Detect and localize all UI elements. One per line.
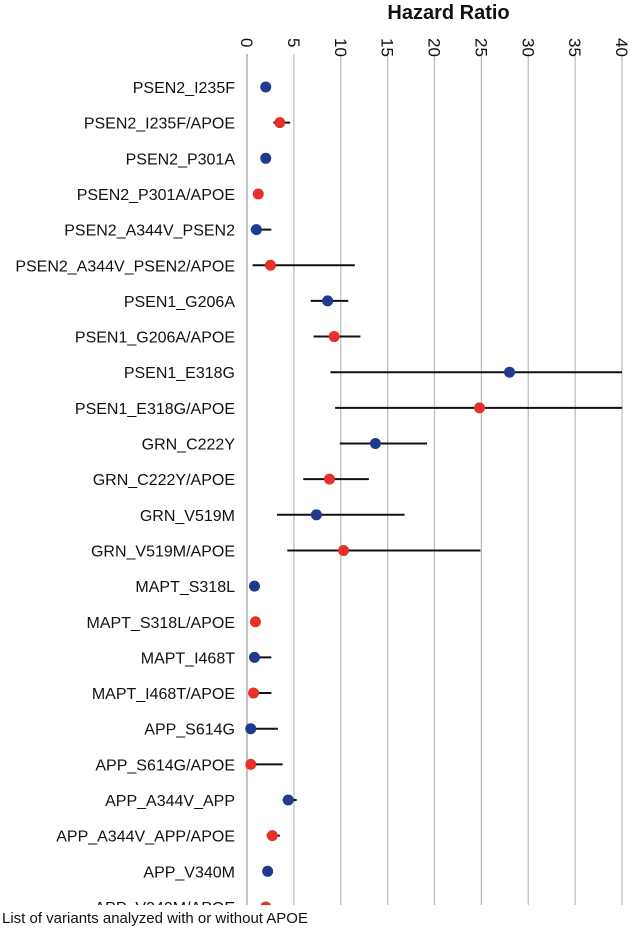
forest-plot: Hazard Ratio 0 5 10 15 20 25 30 35 40 PSEN2_I235… — [15, 2, 630, 905]
x-tick-label: 30 — [518, 38, 537, 57]
category-label: MAPT_I468T/APOE — [92, 686, 235, 703]
x-tick-label: 20 — [425, 38, 444, 57]
hr-point-with-apoe — [324, 473, 335, 485]
hr-point-with-apoe — [266, 830, 278, 842]
hazard-ratio-points — [245, 81, 515, 905]
category-label: APP_S614G — [144, 722, 235, 739]
hr-point-with-apoe — [338, 544, 350, 556]
x-tick-label: 5 — [284, 38, 303, 47]
x-tick-label: 35 — [565, 38, 584, 57]
category-label: GRN_V519M/APOE — [91, 543, 235, 560]
hr-point-without-apoe — [250, 224, 262, 236]
x-tick-label: 0 — [237, 38, 256, 47]
category-label: PSEN2_I235F/APOE — [84, 116, 235, 133]
category-label: APP_V340M — [143, 864, 235, 881]
category-label: MAPT_S318L — [135, 579, 235, 596]
category-label: PSEN1_G206A/APOE — [75, 330, 235, 347]
hr-point-without-apoe — [369, 438, 381, 449]
category-label: MAPT_S318L/APOE — [86, 615, 235, 632]
hr-point-without-apoe — [282, 794, 294, 806]
y-axis-category-labels: PSEN2_I235F PSEN2_I235F/APOE PSEN2_P301A PS… — [15, 80, 235, 905]
hr-point-with-apoe — [252, 188, 264, 200]
x-tick-label: 40 — [612, 38, 630, 57]
category-label: GRN_C222Y/APOE — [93, 472, 235, 489]
category-label: APP_S614G/APOE — [95, 757, 235, 774]
hr-point-without-apoe — [322, 295, 334, 307]
category-label: PSEN2_P301A/APOE — [77, 187, 235, 204]
category-label: PSEN2_I235F — [133, 80, 236, 97]
x-axis-title: Hazard Ratio — [387, 2, 509, 24]
category-label: PSEN1_G206A — [124, 294, 236, 311]
category-label: PSEN2_P301A — [126, 151, 236, 168]
x-axis-ticks: 0 5 10 15 20 25 30 35 40 — [237, 38, 630, 57]
hr-point-without-apoe — [245, 723, 257, 735]
category-label: APP_V340M/APOE — [94, 900, 235, 905]
hr-point-without-apoe — [249, 580, 260, 592]
category-label: MAPT_I468T — [141, 650, 235, 667]
hr-point-with-apoe — [245, 758, 257, 770]
category-label: PSEN2_A344V_PSEN2/APOE — [15, 258, 235, 275]
category-label: PSEN1_E318G/APOE — [75, 401, 235, 418]
hr-point-with-apoe — [474, 402, 485, 414]
hr-point-without-apoe — [260, 81, 272, 93]
hr-point-without-apoe — [262, 865, 274, 877]
hr-point-without-apoe — [310, 509, 322, 521]
gridlines — [246, 54, 623, 905]
x-tick-label: 25 — [471, 38, 490, 57]
hr-point-with-apoe — [328, 331, 340, 343]
hr-point-with-apoe — [260, 901, 271, 905]
hr-point-with-apoe — [264, 259, 276, 271]
category-label: APP_A344V_APP/APOE — [56, 829, 235, 846]
hr-point-with-apoe — [274, 117, 286, 129]
hr-point-without-apoe — [504, 366, 515, 378]
category-label: PSEN1_E318G — [124, 365, 235, 382]
hr-point-without-apoe — [260, 152, 272, 164]
category-label: APP_A344V_APP — [105, 793, 235, 810]
x-tick-label: 10 — [331, 38, 350, 57]
hr-point-with-apoe — [248, 687, 260, 699]
footnote: List of variants analyzed with or withou… — [2, 910, 308, 927]
x-tick-label: 15 — [378, 38, 397, 57]
hr-point-without-apoe — [249, 651, 260, 663]
category-label: GRN_V519M — [140, 508, 235, 525]
hr-point-with-apoe — [249, 616, 261, 628]
category-label: GRN_C222Y — [142, 437, 236, 454]
category-label: PSEN2_A344V_PSEN2 — [64, 223, 235, 240]
